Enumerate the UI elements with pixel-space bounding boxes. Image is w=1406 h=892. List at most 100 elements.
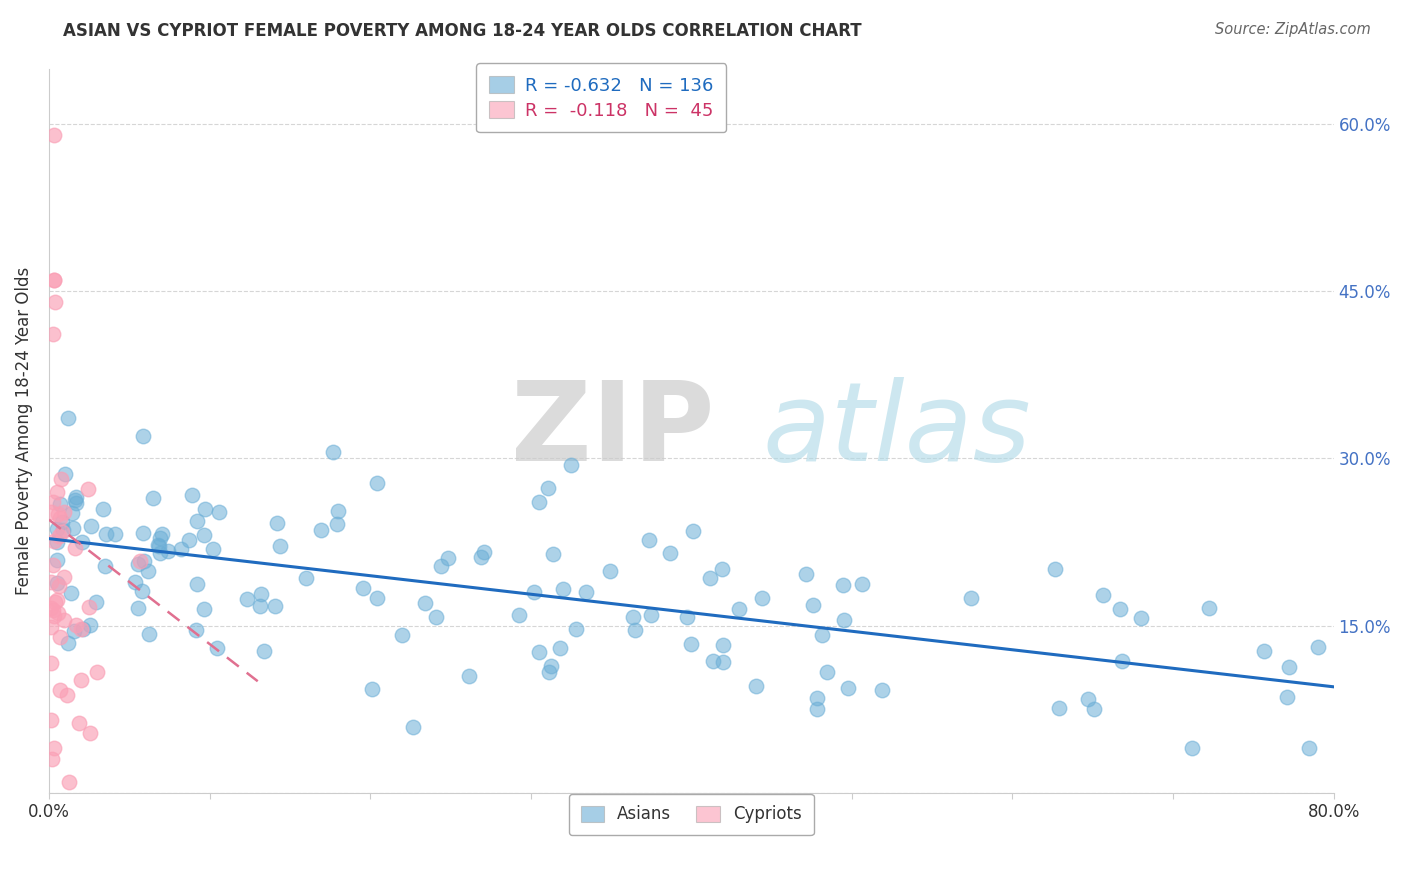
Point (1253, 644, 1275, 658)
Point (42, 533, 65, 548)
Point (77, 482, 100, 496)
Point (638, 533, 661, 548)
Point (681, 637, 703, 651)
Point (682, 524, 704, 539)
Point (1181, 741, 1204, 756)
Point (810, 628, 832, 642)
Point (1091, 588, 1114, 602)
Point (508, 607, 530, 622)
Point (181, 487, 204, 501)
Point (46, 522, 69, 536)
Point (46, 606, 69, 620)
Point (548, 641, 571, 656)
Point (179, 533, 201, 547)
Point (42, 609, 65, 624)
Point (84, 595, 107, 609)
Point (150, 527, 173, 541)
Point (202, 541, 225, 556)
Point (402, 720, 425, 734)
Point (55, 467, 77, 482)
Point (72, 622, 94, 636)
Point (127, 600, 149, 615)
Point (42, 273, 65, 287)
Point (62, 521, 84, 535)
Point (41, 495, 63, 509)
Point (67, 716, 90, 731)
Point (564, 622, 586, 636)
Point (806, 691, 828, 706)
Point (52, 523, 75, 537)
Point (56, 636, 79, 650)
Point (745, 679, 768, 693)
Point (49, 510, 72, 524)
Point (599, 564, 621, 578)
Point (538, 665, 561, 679)
Text: atlas: atlas (762, 377, 1031, 484)
Point (366, 591, 388, 606)
Point (39, 620, 62, 634)
Point (94, 527, 117, 541)
Point (52, 569, 75, 583)
Point (49, 683, 72, 698)
Point (63, 492, 86, 507)
Point (295, 571, 318, 585)
Point (711, 655, 734, 669)
Point (391, 628, 413, 642)
Point (193, 528, 215, 542)
Point (42, 558, 65, 573)
Point (186, 577, 208, 591)
Point (1278, 660, 1301, 674)
Point (541, 547, 564, 561)
Point (1047, 701, 1070, 715)
Point (58, 774, 80, 789)
Point (48, 579, 70, 593)
Point (170, 542, 193, 557)
Point (193, 602, 215, 616)
Point (236, 592, 259, 607)
Point (806, 701, 828, 715)
Point (149, 532, 172, 546)
Point (326, 504, 349, 518)
Point (49, 497, 72, 511)
Point (156, 544, 179, 558)
Point (205, 640, 228, 655)
Point (77, 599, 100, 614)
Point (44, 295, 66, 310)
Point (1045, 562, 1067, 576)
Text: ASIAN VS CYPRIOT FEMALE POVERTY AMONG 18-24 YEAR OLDS CORRELATION CHART: ASIAN VS CYPRIOT FEMALE POVERTY AMONG 18… (63, 22, 862, 40)
Point (136, 564, 159, 578)
Point (65, 490, 87, 504)
Point (250, 587, 273, 601)
Point (1083, 701, 1105, 715)
Point (49, 472, 72, 486)
Point (537, 481, 560, 495)
Point (91, 501, 114, 516)
Point (63, 541, 86, 555)
Point (1298, 741, 1320, 756)
Point (70, 622, 93, 636)
Point (132, 554, 155, 568)
Point (702, 654, 724, 668)
Point (472, 544, 495, 558)
Point (527, 645, 550, 659)
Point (269, 539, 291, 553)
Point (60, 586, 83, 600)
Point (45, 593, 67, 607)
Point (128, 554, 150, 568)
Point (42, 128, 65, 143)
Point (1306, 640, 1329, 655)
Point (79, 617, 101, 632)
Point (252, 643, 274, 657)
Point (79, 725, 101, 739)
Point (659, 546, 682, 560)
Text: Source: ZipAtlas.com: Source: ZipAtlas.com (1215, 22, 1371, 37)
Point (146, 538, 169, 552)
Point (751, 591, 773, 605)
Point (44, 595, 66, 609)
Point (1111, 654, 1133, 668)
Point (266, 516, 288, 531)
Point (131, 583, 153, 598)
Point (46, 575, 69, 590)
Point (194, 501, 217, 516)
Point (49, 630, 72, 644)
